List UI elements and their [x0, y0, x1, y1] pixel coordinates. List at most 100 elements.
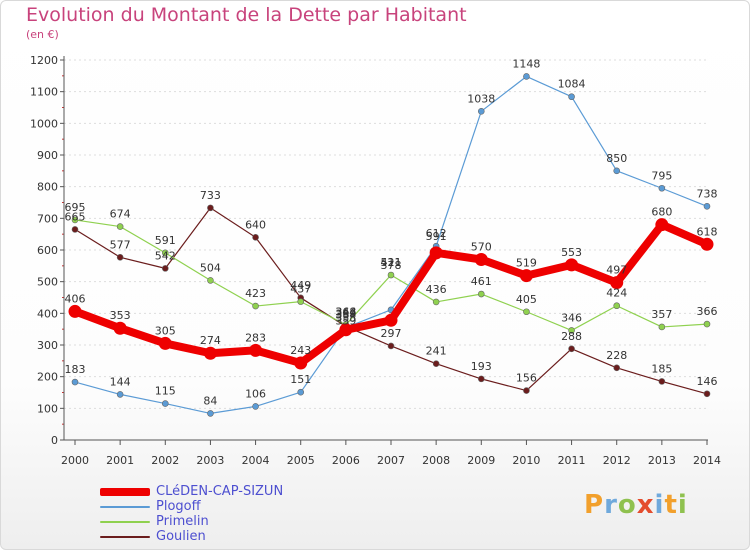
data-label: 228	[606, 349, 627, 362]
series-point	[203, 346, 217, 360]
series-point	[207, 410, 214, 417]
legend-label: Primelin	[156, 514, 209, 529]
series-point	[658, 184, 666, 192]
data-label: 612	[426, 227, 447, 240]
data-label: 695	[65, 201, 86, 214]
x-tick-label: 2013	[648, 454, 676, 467]
data-label: 461	[471, 275, 492, 288]
x-tick-label: 2011	[558, 454, 586, 467]
x-tick-label: 2004	[242, 454, 270, 467]
series-point	[703, 320, 711, 328]
data-label: 243	[290, 344, 311, 357]
legend-label: CLéDEN-CAP-SIZUN	[156, 484, 284, 499]
series-point	[387, 342, 395, 350]
data-label: 1084	[558, 78, 586, 91]
series-point	[613, 167, 621, 175]
data-label: 106	[245, 387, 266, 400]
series-point	[71, 226, 79, 233]
series-point	[158, 336, 172, 350]
data-label: 366	[697, 305, 718, 318]
series-point	[207, 204, 214, 212]
series-point	[294, 356, 308, 370]
x-tick-label: 2005	[287, 454, 315, 467]
data-label: 241	[426, 345, 447, 358]
data-label: 504	[200, 261, 221, 274]
series-point	[658, 378, 666, 385]
chart-subtitle: (en €)	[26, 28, 59, 41]
series-point	[387, 271, 395, 279]
y-tick-label: 100	[37, 402, 58, 415]
y-tick-label: 1200	[30, 54, 58, 67]
y-tick-label: 800	[37, 181, 58, 194]
proxiti-logo: Proxiti	[584, 490, 688, 520]
series-point	[568, 327, 575, 334]
data-label: 359	[335, 315, 356, 328]
data-label: 570	[471, 241, 492, 254]
series-point	[568, 345, 575, 353]
series-point	[565, 258, 579, 272]
series-point	[339, 323, 353, 337]
x-tick-label: 2002	[151, 454, 179, 467]
data-label: 357	[651, 308, 672, 321]
data-label: 193	[471, 360, 492, 373]
data-label: 424	[606, 287, 627, 300]
x-tick-label: 2008	[422, 454, 450, 467]
series-point	[703, 203, 711, 210]
data-label: 577	[110, 238, 131, 251]
y-tick-label: 700	[37, 212, 58, 225]
x-tick-label: 2006	[332, 454, 360, 467]
series-point	[297, 298, 305, 305]
series-point	[116, 223, 124, 230]
x-tick-label: 2010	[512, 454, 540, 467]
series-point	[610, 276, 624, 290]
data-label: 359	[335, 307, 356, 320]
series-point	[477, 108, 485, 115]
data-label: 378	[381, 259, 402, 272]
series-point	[68, 304, 82, 318]
x-tick-label: 2007	[377, 454, 405, 467]
legend-swatch	[100, 506, 150, 508]
data-label: 618	[697, 225, 718, 238]
series-point	[477, 290, 485, 298]
series-point	[432, 298, 440, 306]
data-label: 185	[651, 362, 672, 375]
series-point	[252, 302, 259, 310]
data-label: 738	[697, 187, 718, 200]
data-label: 346	[561, 311, 582, 324]
data-label: 1148	[512, 57, 540, 70]
data-label: 519	[516, 257, 537, 270]
series-point	[161, 265, 169, 272]
data-label: 591	[426, 230, 447, 243]
data-label: 348	[335, 306, 356, 319]
data-label: 449	[290, 279, 311, 292]
series-point	[207, 277, 214, 284]
x-tick-label: 2000	[61, 454, 89, 467]
series-point	[116, 253, 124, 261]
data-label: 521	[381, 256, 402, 269]
data-label: 406	[65, 292, 86, 305]
data-label: 680	[651, 206, 672, 219]
y-tick-label: 200	[37, 371, 58, 384]
series-point	[429, 246, 443, 260]
data-label: 674	[110, 208, 131, 221]
data-label: 405	[516, 293, 537, 306]
series-point	[655, 218, 669, 232]
series-point	[523, 308, 530, 316]
y-tick-label: 600	[37, 244, 58, 257]
y-tick-label: 500	[37, 276, 58, 289]
data-label: 144	[110, 375, 131, 388]
data-label: 84	[203, 394, 217, 407]
series-point	[432, 360, 440, 367]
data-label: 355	[335, 312, 356, 325]
data-label: 156	[516, 372, 537, 385]
y-tick-label: 400	[37, 307, 58, 320]
series-point	[703, 390, 711, 398]
y-tick-label: 1100	[30, 86, 58, 99]
x-tick-label: 2009	[467, 454, 495, 467]
data-label: 1038	[467, 92, 495, 105]
data-label: 151	[290, 373, 311, 386]
x-tick-label: 2014	[693, 454, 721, 467]
series-point	[523, 387, 530, 394]
data-label: 437	[290, 283, 311, 296]
